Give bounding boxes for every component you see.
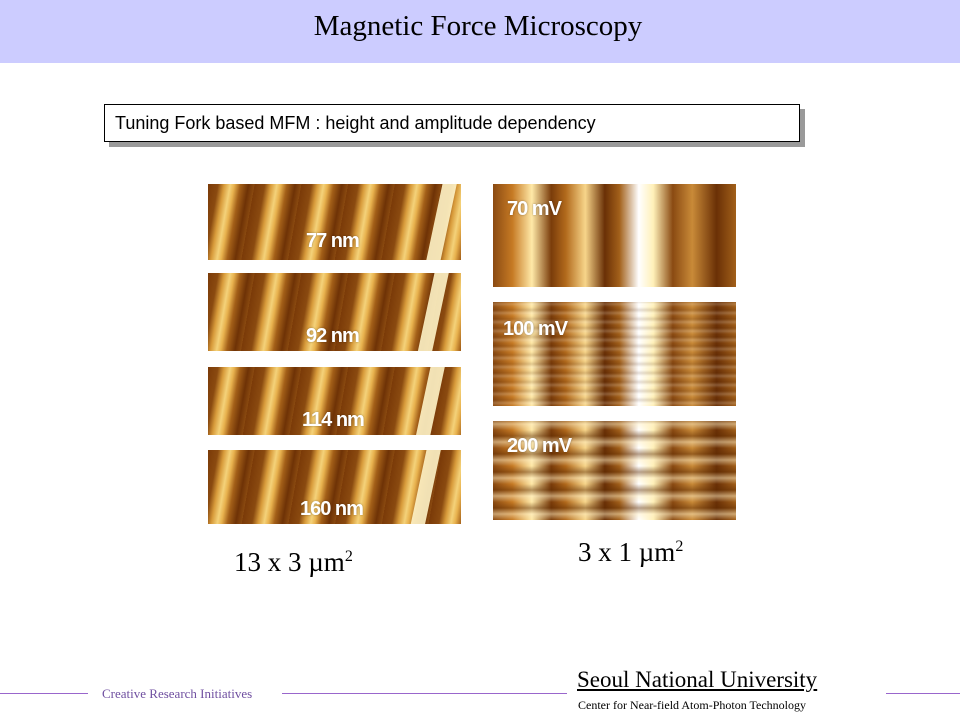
- caption-exponent: 2: [675, 538, 684, 555]
- footer-line-middle: [282, 693, 567, 694]
- mfm-image-amplitude-70: 70 mV: [493, 184, 736, 287]
- image-label: 70 mV: [507, 198, 562, 220]
- caption-exponent: 2: [344, 548, 353, 565]
- footer-line-left: [0, 693, 88, 694]
- bright-stripe: [405, 367, 449, 435]
- caption-main: 13 x 3: [234, 547, 309, 577]
- caption-unit: µm: [638, 537, 676, 567]
- footer-program-name: Creative Research Initiatives: [100, 686, 255, 702]
- image-label: 160 nm: [300, 498, 364, 520]
- mfm-image-amplitude-200: 200 mV: [493, 421, 736, 520]
- mfm-image-height-77: 77 nm: [208, 184, 461, 260]
- caption-unit: µm: [308, 547, 345, 577]
- subtitle-box: Tuning Fork based MFM : height and ampli…: [104, 104, 800, 142]
- caption-height-scan-size: 13 x 3 µm2: [234, 547, 353, 578]
- image-label: 114 nm: [302, 409, 365, 431]
- bright-stripe: [401, 450, 445, 524]
- mfm-image-height-160: 160 nm: [208, 450, 461, 524]
- bright-stripe: [409, 273, 453, 351]
- footer-line-right: [886, 693, 960, 694]
- mfm-image-amplitude-100: 100 mV: [493, 302, 736, 406]
- mfm-image-height-114: 114 nm: [208, 367, 461, 435]
- institution-name: Seoul National University: [577, 667, 818, 692]
- slide-title: Magnetic Force Microscopy: [313, 10, 643, 42]
- image-label: 77 nm: [306, 230, 360, 252]
- image-label: 92 nm: [306, 325, 360, 347]
- subtitle-text: Tuning Fork based MFM : height and ampli…: [115, 113, 596, 133]
- image-label: 100 mV: [503, 318, 568, 340]
- image-label: 200 mV: [507, 435, 572, 457]
- caption-amplitude-scan-size: 3 x 1 µm2: [578, 537, 683, 568]
- bright-stripe: [417, 184, 461, 260]
- caption-main: 3 x 1: [578, 537, 639, 567]
- mfm-image-height-92: 92 nm: [208, 273, 461, 351]
- center-name: Center for Near-field Atom-Photon Techno…: [578, 698, 806, 712]
- title-bar: Magnetic Force Microscopy: [0, 0, 960, 63]
